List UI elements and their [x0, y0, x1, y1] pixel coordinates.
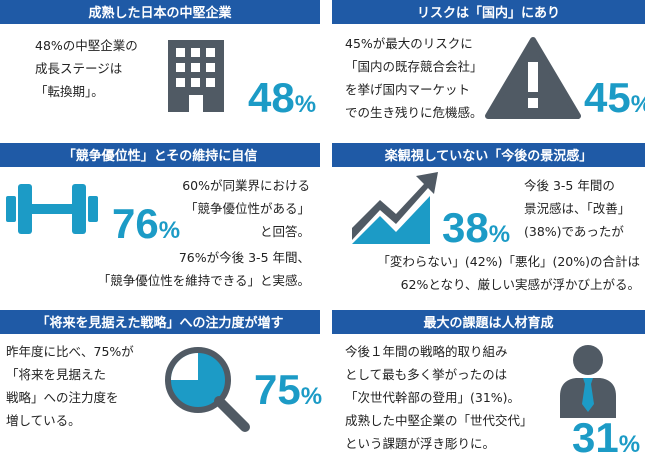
- body-text: 45%が最大のリスクに: [345, 36, 473, 51]
- body-text: 今後 3-5 年間の: [524, 178, 615, 193]
- body-text: として最も多く挙がったのは: [345, 367, 507, 382]
- big-number-value: 48: [248, 74, 295, 121]
- panel-title: 「競争優位性」とその維持に自信: [63, 148, 258, 164]
- body-text: (38%)であったが: [524, 224, 624, 239]
- big-number-value: 31: [572, 414, 619, 460]
- body-text: 成長ステージは: [35, 61, 122, 76]
- panel-header: [0, 143, 320, 167]
- body-text: と回答。: [260, 224, 310, 239]
- panel-title: 最大の課題は人材育成: [423, 315, 553, 331]
- body-text: を挙げ国内マーケット: [345, 82, 470, 97]
- panel: 最大の課題は人材育成今後１年間の戦略的取り組みとして最も多く挙がったのは「次世代…: [332, 310, 645, 460]
- building-icon: [168, 40, 224, 112]
- panel-header: [0, 310, 320, 334]
- panel-title: 「将来を見据えた戦略」への注力度が増す: [36, 315, 283, 331]
- body-text: 「次世代幹部の登用」(31%)。: [345, 390, 520, 405]
- body-text: 「国内の既存競合会社」: [345, 59, 483, 74]
- big-number-unit: %: [489, 221, 510, 248]
- body-text: 景況感は、「改善」: [524, 201, 630, 216]
- big-number: 48%: [248, 74, 316, 121]
- big-number-value: 38: [442, 204, 489, 251]
- body-text: 今後１年間の戦略的取り組み: [345, 344, 508, 359]
- panel-title: 成熟した日本の中堅企業: [88, 5, 232, 21]
- big-number: 38%: [442, 204, 510, 251]
- big-number: 76%: [112, 200, 180, 247]
- big-number-unit: %: [295, 91, 316, 118]
- warning-icon: [485, 37, 581, 119]
- big-number: 45%: [584, 74, 645, 121]
- big-number: 31%: [572, 414, 640, 460]
- body-text: 62%となり、厳しい実感が浮かび上がる。: [401, 277, 640, 292]
- big-number-value: 75: [254, 366, 301, 413]
- body-text: 60%が同業界における: [182, 178, 310, 193]
- panel-header: [0, 0, 320, 24]
- body-text: 成熟した中堅企業の「世代交代」: [345, 413, 533, 428]
- person-icon: [560, 345, 616, 418]
- magnifier-icon: [165, 347, 250, 432]
- body-text: 「競争優位性を維持できる」と実感。: [98, 273, 310, 288]
- panel: 「競争優位性」とその維持に自信 60%が同業界における「競争優位性がある」と回答。…: [0, 143, 320, 288]
- big-number-unit: %: [159, 217, 180, 244]
- body-text: での生き残りに危機感。: [345, 105, 483, 120]
- big-number-unit: %: [631, 91, 645, 118]
- body-text: 「変わらない」(42%)「悪化」(20%)の合計は: [377, 254, 640, 269]
- body-text: 76%が今後 3-5 年間、: [179, 250, 310, 265]
- body-text: 昨年度に比べ、75%が: [6, 344, 134, 359]
- body-text: 48%の中堅企業の: [35, 38, 138, 53]
- panel-header: [332, 143, 645, 167]
- growth-icon: [352, 172, 438, 244]
- panel: リスクは「国内」にあり 45%が最大のリスクに「国内の既存競合会社」を挙げ国内マー…: [332, 0, 645, 121]
- body-text: という課題が浮き彫りに。: [345, 436, 495, 451]
- body-text: 戦略」への注力度を: [6, 390, 119, 405]
- big-number-value: 76: [112, 200, 159, 247]
- panel: 「将来を見据えた戦略」への注力度が増す昨年度に比べ、75%が「将来を見据えた戦略…: [0, 310, 322, 428]
- panel-header: [332, 0, 645, 24]
- big-number-unit: %: [301, 383, 322, 410]
- panel-title: 楽観視していない「今後の景況感」: [384, 148, 593, 164]
- panel-header: [332, 310, 645, 334]
- body-text: 「転換期」。: [35, 84, 104, 99]
- big-number-unit: %: [619, 431, 640, 458]
- dumbbell-icon: [6, 184, 98, 234]
- big-number: 75%: [254, 366, 322, 413]
- panel-title: リスクは「国内」にあり: [417, 5, 560, 21]
- body-text: 「将来を見据えた: [6, 367, 106, 382]
- body-text: 増している。: [6, 413, 81, 428]
- big-number-value: 45: [584, 74, 631, 121]
- body-text: 「競争優位性がある」: [185, 201, 310, 216]
